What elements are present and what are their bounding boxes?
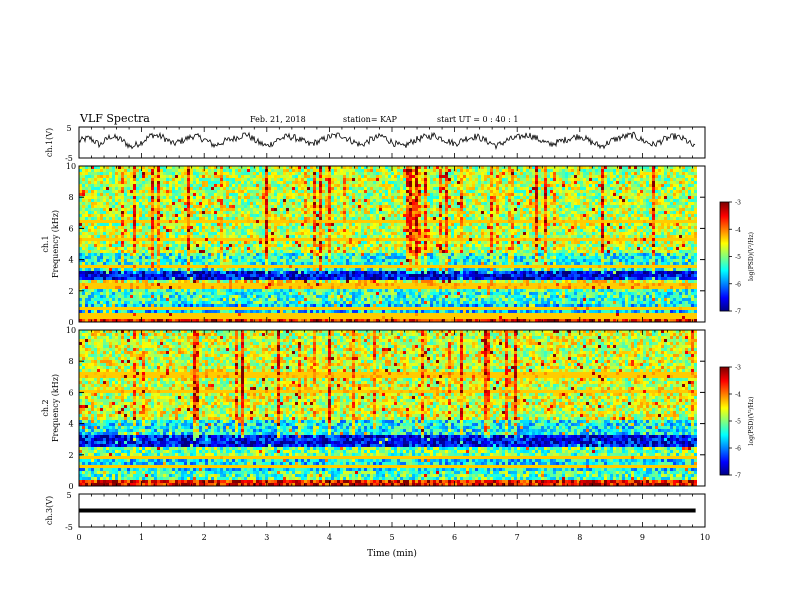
ch1-spectrogram-colorbar-tick-label: -6 — [735, 281, 741, 288]
ch1-spectrogram-ytick-label: 8 — [68, 193, 73, 202]
ch2-spectrogram-ytick-label: 10 — [66, 326, 76, 335]
ch2-spectrogram-ylabel: Frequency (kHz) — [51, 374, 60, 442]
ch2-spectrogram-ylabel: ch.2 — [41, 399, 50, 416]
ch1-spectrogram-ytick-label: 2 — [68, 287, 73, 296]
xtick-label: 10 — [700, 533, 710, 542]
ch1-spectrogram-ylabel: ch.1 — [41, 235, 50, 252]
ch2-spectrogram-ytick-label: 0 — [68, 482, 73, 491]
xtick-label: 9 — [640, 533, 645, 542]
ch1-spectrogram-colorbar-tick-label: -5 — [735, 254, 741, 261]
ch2-spectrogram-colorbar-label: log(PSD)(V²/Hz) — [748, 397, 755, 446]
ch1-spectrogram-ytick-label: 6 — [68, 224, 73, 233]
xtick-label: 7 — [515, 533, 520, 542]
ch2-spectrogram-ytick-label: 6 — [68, 388, 73, 397]
ch2-spectrogram-colorbar-tick-label: -3 — [735, 365, 741, 372]
ch1-spectrogram-colorbar — [720, 202, 729, 311]
ch2-spectrogram-image — [79, 330, 697, 486]
ch3-ylabel: ch.3(V) — [45, 496, 54, 525]
ch2-spectrogram-ytick-label: 8 — [68, 357, 73, 366]
xtick-label: 5 — [389, 533, 394, 542]
ch1-ytick-label: 5 — [66, 124, 71, 133]
xtick-label: 1 — [139, 533, 144, 542]
xtick-label: 0 — [76, 533, 81, 542]
ch2-spectrogram-colorbar-tick-label: -7 — [735, 473, 741, 480]
xtick-label: 4 — [327, 533, 332, 542]
xtick-label: 6 — [452, 533, 457, 542]
ch3-ytick-label: -5 — [65, 523, 73, 532]
ch2-spectrogram-ytick-label: 2 — [68, 451, 73, 460]
ch2-spectrogram-colorbar-tick-label: -4 — [735, 392, 741, 399]
xtick-label: 2 — [202, 533, 207, 542]
ch1-spectrogram-colorbar-label: log(PSD)(V²/Hz) — [748, 232, 755, 281]
ch1-spectrogram-image — [79, 166, 697, 322]
xtick-label: 3 — [264, 533, 269, 542]
ch1-spectrogram-colorbar-tick-label: -3 — [735, 200, 741, 207]
ch1-ylabel: ch.1(V) — [45, 128, 54, 157]
ch2-spectrogram-colorbar-tick-label: -5 — [735, 419, 741, 426]
ch1-spectrogram-colorbar-tick-label: -4 — [735, 227, 741, 234]
ch2-spectrogram-ytick-label: 4 — [68, 420, 73, 429]
ch1-waveform-line — [79, 132, 695, 148]
xtick-label: 8 — [577, 533, 582, 542]
ch2-spectrogram-colorbar — [720, 367, 729, 475]
ch3-ytick-label: 5 — [66, 491, 71, 500]
ch1-spectrogram-ylabel: Frequency (kHz) — [51, 210, 60, 278]
ch1-spectrogram-colorbar-tick-label: -7 — [735, 309, 741, 316]
ch2-spectrogram-colorbar-tick-label: -6 — [735, 446, 741, 453]
ch1-spectrogram-ytick-label: 4 — [68, 256, 73, 265]
x-axis-label: Time (min) — [367, 548, 417, 559]
ch1-spectrogram-ytick-label: 10 — [66, 162, 76, 171]
